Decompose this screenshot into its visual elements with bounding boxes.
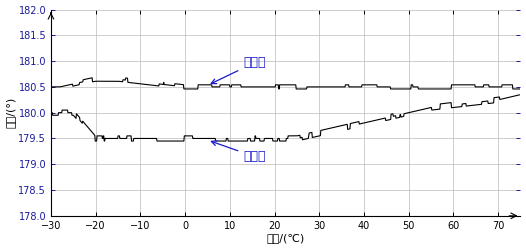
Text: 补偿前: 补偿前 bbox=[211, 141, 266, 163]
Y-axis label: 角度/(°): 角度/(°) bbox=[6, 97, 16, 128]
Text: 补偿后: 补偿后 bbox=[211, 56, 266, 84]
X-axis label: 温度/(℃): 温度/(℃) bbox=[267, 234, 305, 244]
